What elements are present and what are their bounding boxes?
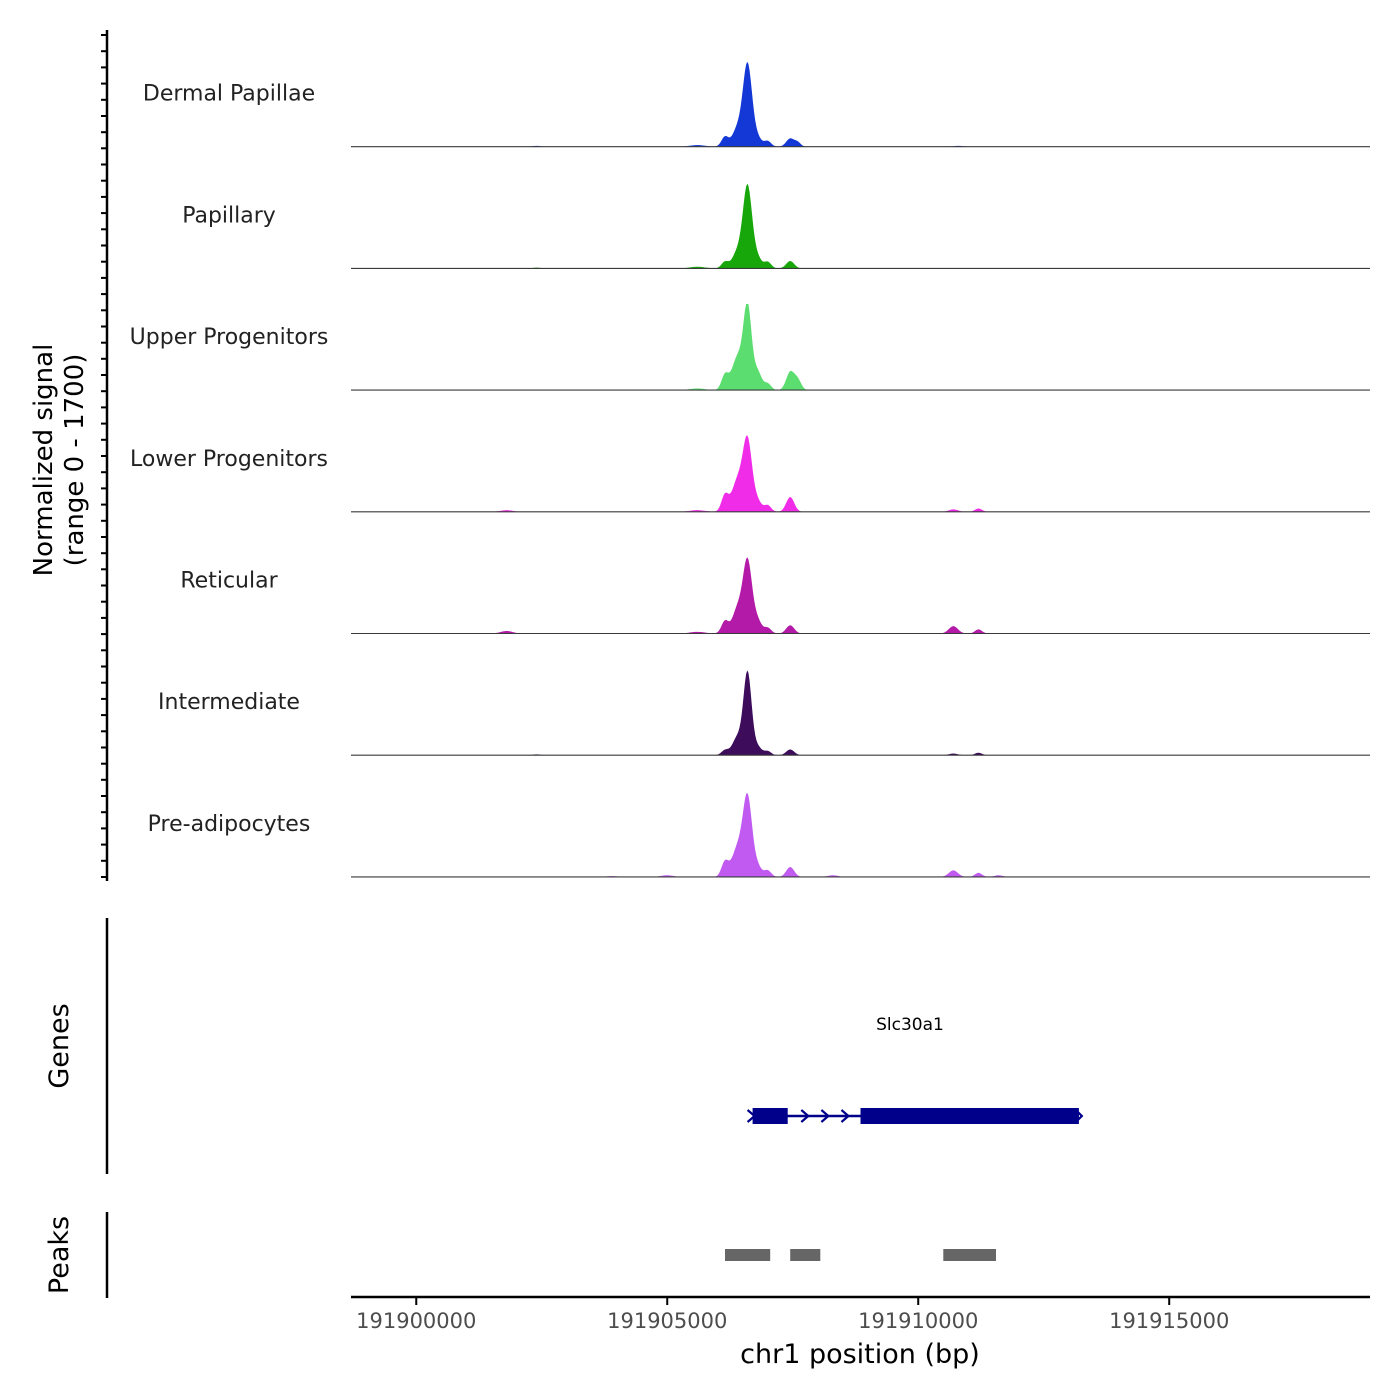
x-axis-title: chr1 position (bp)	[740, 1339, 980, 1370]
y-axis-title-line2: (range 0 - 1700)	[60, 354, 90, 567]
x-tick-label: 191910000	[858, 1309, 978, 1333]
genes-track-label: Genes	[44, 1003, 75, 1088]
track-label: Pre-adipocytes	[148, 812, 311, 837]
strand-arrow	[746, 1109, 757, 1123]
track-upper-progenitors: Upper Progenitors	[130, 304, 1370, 391]
track-label: Dermal Papillae	[143, 82, 315, 107]
x-tick-label: 191905000	[607, 1309, 727, 1333]
strand-arrow	[820, 1109, 831, 1123]
track-reticular: Reticular	[180, 557, 1370, 635]
track-label: Upper Progenitors	[130, 325, 329, 350]
track-dermal-papillae: Dermal Papillae	[143, 61, 1370, 148]
peak-region	[725, 1249, 771, 1261]
strand-arrow	[840, 1109, 851, 1123]
x-tick-label: 191915000	[1109, 1309, 1229, 1333]
gene-model	[746, 1108, 1084, 1124]
track-signal-area	[351, 304, 1370, 391]
coverage-tracks: Dermal Papillae Papillary Upper Progenitor…	[130, 61, 1370, 878]
y-axis-title-line1: Normalized signal	[29, 344, 59, 577]
peak-region	[790, 1249, 821, 1261]
peak-region	[943, 1249, 996, 1261]
coverage-y-ticks	[101, 34, 107, 878]
track-pre-adipocytes: Pre-adipocytes	[148, 792, 1370, 878]
gene-exon	[860, 1108, 1079, 1124]
track-papillary: Papillary	[182, 183, 1370, 269]
track-signal-area	[351, 670, 1370, 756]
track-label: Intermediate	[158, 690, 300, 715]
gene-exon	[752, 1108, 788, 1124]
track-label: Papillary	[182, 203, 276, 228]
y-axis-title: Normalized signal (range 0 - 1700)	[29, 344, 90, 577]
track-signal-area	[351, 557, 1370, 634]
track-signal-area	[351, 435, 1370, 512]
track-intermediate: Intermediate	[158, 670, 1370, 756]
x-tick-label: 191900000	[356, 1309, 476, 1333]
strand-arrow	[800, 1109, 810, 1123]
track-label: Reticular	[180, 569, 278, 594]
track-signal-area	[351, 61, 1370, 147]
peaks-track-label: Peaks	[44, 1216, 75, 1294]
peak-regions	[725, 1249, 996, 1261]
track-label: Lower Progenitors	[130, 447, 328, 472]
gene-name-label: Slc30a1	[876, 1015, 944, 1035]
track-lower-progenitors: Lower Progenitors	[130, 435, 1370, 513]
strand-arrow	[1075, 1109, 1084, 1123]
track-signal-area	[351, 792, 1370, 877]
track-signal-area	[351, 183, 1370, 269]
x-axis-ticks: 191900000 191905000 191910000 191915000	[356, 1297, 1229, 1333]
